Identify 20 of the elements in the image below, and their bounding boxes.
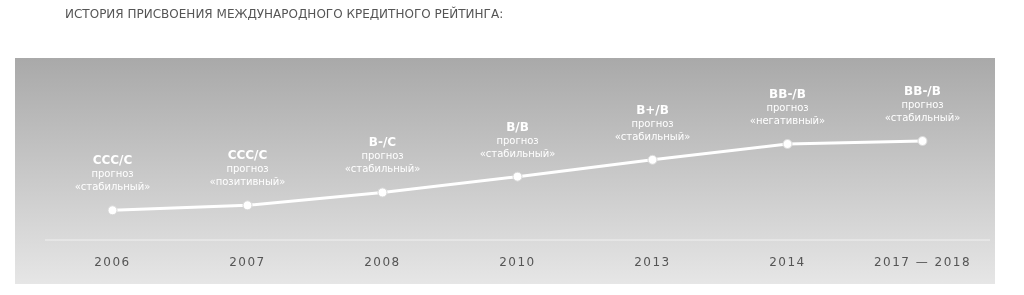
point — [377, 187, 388, 198]
point — [107, 205, 118, 216]
point — [512, 171, 523, 182]
annotation: BB-/B прогноз «негативный» — [749, 86, 826, 126]
x-tick-label: 2006 — [94, 255, 131, 269]
point — [782, 138, 793, 149]
x-tick-label: 2007 — [229, 255, 266, 269]
point — [242, 200, 253, 211]
x-tick-label: 2008 — [364, 255, 401, 269]
point — [917, 136, 928, 146]
annotation: B+/B прогноз «стабильный» — [614, 102, 691, 142]
annotation: BB-/B прогноз «стабильный» — [884, 84, 961, 123]
x-tick-label: 2010 — [499, 255, 536, 269]
point — [647, 154, 658, 165]
x-tick-label: 2017 — 2018 — [873, 255, 972, 269]
chart-title: ИСТОРИЯ ПРИСВОЕНИЯ МЕЖДУНАРОДНОГО КРЕДИТНОГО РЕЙТИНГА: — [65, 6, 504, 21]
x-tick-label: 2014 — [769, 255, 806, 269]
annotation: B-/C прогноз «стабильный» — [344, 135, 421, 175]
annotation: B/B прогноз «стабильный» — [479, 119, 556, 159]
x-tick-label: 2013 — [634, 255, 671, 269]
